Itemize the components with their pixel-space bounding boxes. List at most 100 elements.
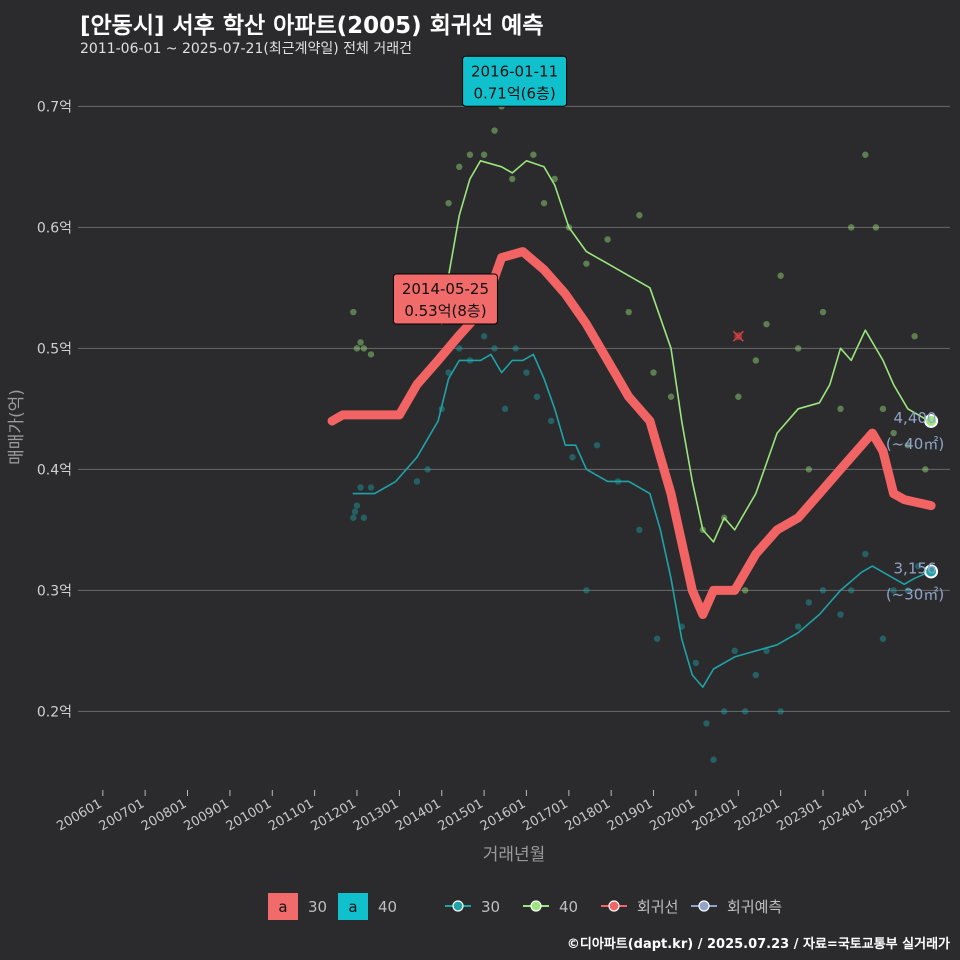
scatter-point-30: [703, 720, 710, 727]
legend-fill-key-letter: a: [278, 898, 287, 916]
scatter-point-30: [890, 587, 897, 594]
x-tick-label: 202501: [859, 796, 909, 834]
end-point-30: [924, 564, 939, 579]
scatter-point-40: [353, 345, 361, 352]
scatter-point-30: [904, 587, 911, 594]
end-label-area: (~30㎡): [886, 585, 944, 603]
legend-fill-key: [338, 893, 368, 920]
x-tick-label: 202401: [817, 796, 867, 834]
x-tick-label: 201701: [520, 796, 570, 834]
scatter-point-30: [523, 369, 530, 376]
scatter-point-30: [794, 623, 802, 630]
scatter-point-40: [650, 369, 657, 376]
scatter-point-40: [777, 272, 784, 279]
scatter-point-40: [509, 175, 516, 183]
scatter-point-40: [837, 405, 844, 413]
x-tick-label: 202301: [775, 796, 825, 834]
y-tick-label: 0.2억: [37, 704, 72, 720]
scatter-point-30: [805, 599, 813, 606]
scatter-point-40: [604, 236, 611, 243]
scatter-point-40: [879, 405, 887, 413]
x-tick-label: 201001: [224, 796, 274, 834]
x-tick-label: 201301: [351, 796, 401, 834]
legend-fill-key-letter: a: [348, 898, 357, 916]
scatter-point-30: [819, 587, 827, 594]
legend-fill-key: [268, 893, 298, 920]
y-tick-label: 0.5억: [37, 341, 72, 357]
scatter-point-30: [413, 478, 421, 485]
scatter-point-30: [512, 345, 519, 352]
scatter-point-40: [911, 333, 918, 340]
scatter-point-30: [547, 417, 555, 425]
scatter-point-30: [593, 441, 601, 449]
x-tick-label: 201601: [478, 796, 528, 834]
legend-fill-label: 30: [308, 898, 327, 916]
scatter-point-30: [720, 708, 728, 715]
scatter-point-30: [360, 514, 368, 521]
scatter-point-30: [847, 587, 855, 594]
scatter-point-40: [794, 345, 802, 352]
outlier-cross-icon: [732, 330, 744, 342]
scatter-point-40: [540, 199, 548, 207]
x-tick-label: 200901: [181, 796, 231, 834]
scatter-point-30: [653, 635, 661, 642]
end-point-40: [924, 413, 939, 428]
callout-date: 2014-05-25: [402, 280, 489, 298]
scatter-point-30: [353, 502, 361, 509]
scatter-point-40: [625, 308, 632, 316]
scatter-point-30: [741, 708, 749, 715]
x-tick-label: 202101: [690, 796, 740, 834]
scatter-point-30: [837, 611, 844, 618]
callout-box: [462, 55, 568, 107]
x-tick-label: 201901: [605, 796, 655, 834]
scatter-point-30: [351, 508, 359, 515]
scatter-point-40: [480, 151, 488, 158]
scatter-point-30: [350, 514, 357, 521]
scatter-point-40: [367, 351, 375, 358]
x-tick-label: 200801: [139, 796, 189, 834]
x-tick-label: 201501: [436, 796, 486, 834]
scatter-point-40: [847, 224, 855, 231]
legend-line-dot: [698, 900, 710, 912]
x-tick-label: 201101: [266, 796, 316, 834]
scatter-point-40: [466, 151, 474, 158]
legend-fill-label: 40: [378, 898, 397, 916]
y-axis-title: 매매가(억): [7, 389, 27, 465]
callout-date: 2016-01-11: [471, 62, 558, 80]
scatter-point-40: [752, 357, 760, 364]
scatter-point-40: [904, 441, 911, 449]
legend-line-dot: [452, 900, 464, 912]
scatter-point-40: [805, 466, 813, 473]
y-tick-label: 0.7억: [37, 99, 72, 115]
scatter-point-30: [862, 550, 869, 558]
scatter-point-40: [551, 175, 558, 183]
scatter-point-30: [533, 393, 541, 400]
source-caption: ©디아파트(dapt.kr) / 2025.07.23 / 자료=국토교통부 실…: [566, 937, 950, 952]
callout-box: [392, 273, 498, 325]
scatter-point-40: [741, 587, 749, 594]
scatter-point-30: [763, 647, 770, 655]
x-tick-label: 202201: [732, 796, 782, 834]
legend-line-dot: [530, 900, 542, 912]
callout-value: 0.53억(8층): [404, 302, 486, 320]
scatter-point-30: [710, 756, 717, 763]
scatter-point-30: [636, 526, 643, 534]
x-tick-label: 200701: [97, 796, 147, 834]
scatter-point-40: [872, 224, 880, 231]
scatter-point-30: [367, 484, 375, 491]
scatter-point-30: [879, 635, 887, 642]
scatter-point-30: [424, 466, 431, 473]
scatter-point-30: [692, 659, 700, 667]
regression-line: [327, 247, 936, 619]
scatter-point-40: [922, 466, 929, 473]
legend-line-dot: [608, 900, 620, 912]
scatter-point-30: [583, 587, 590, 594]
y-tick-label: 0.4억: [37, 462, 72, 478]
scatter-point-40: [636, 212, 643, 219]
legend-line-label: 회귀예측: [727, 898, 782, 916]
scatter-point-40: [819, 308, 827, 316]
scatter-point-40: [357, 339, 364, 346]
scatter-point-40: [735, 393, 742, 400]
scatter-point-40: [763, 320, 770, 328]
chart-title: [안동시] 서후 학산 아파트(2005) 회귀선 예측: [80, 13, 544, 39]
